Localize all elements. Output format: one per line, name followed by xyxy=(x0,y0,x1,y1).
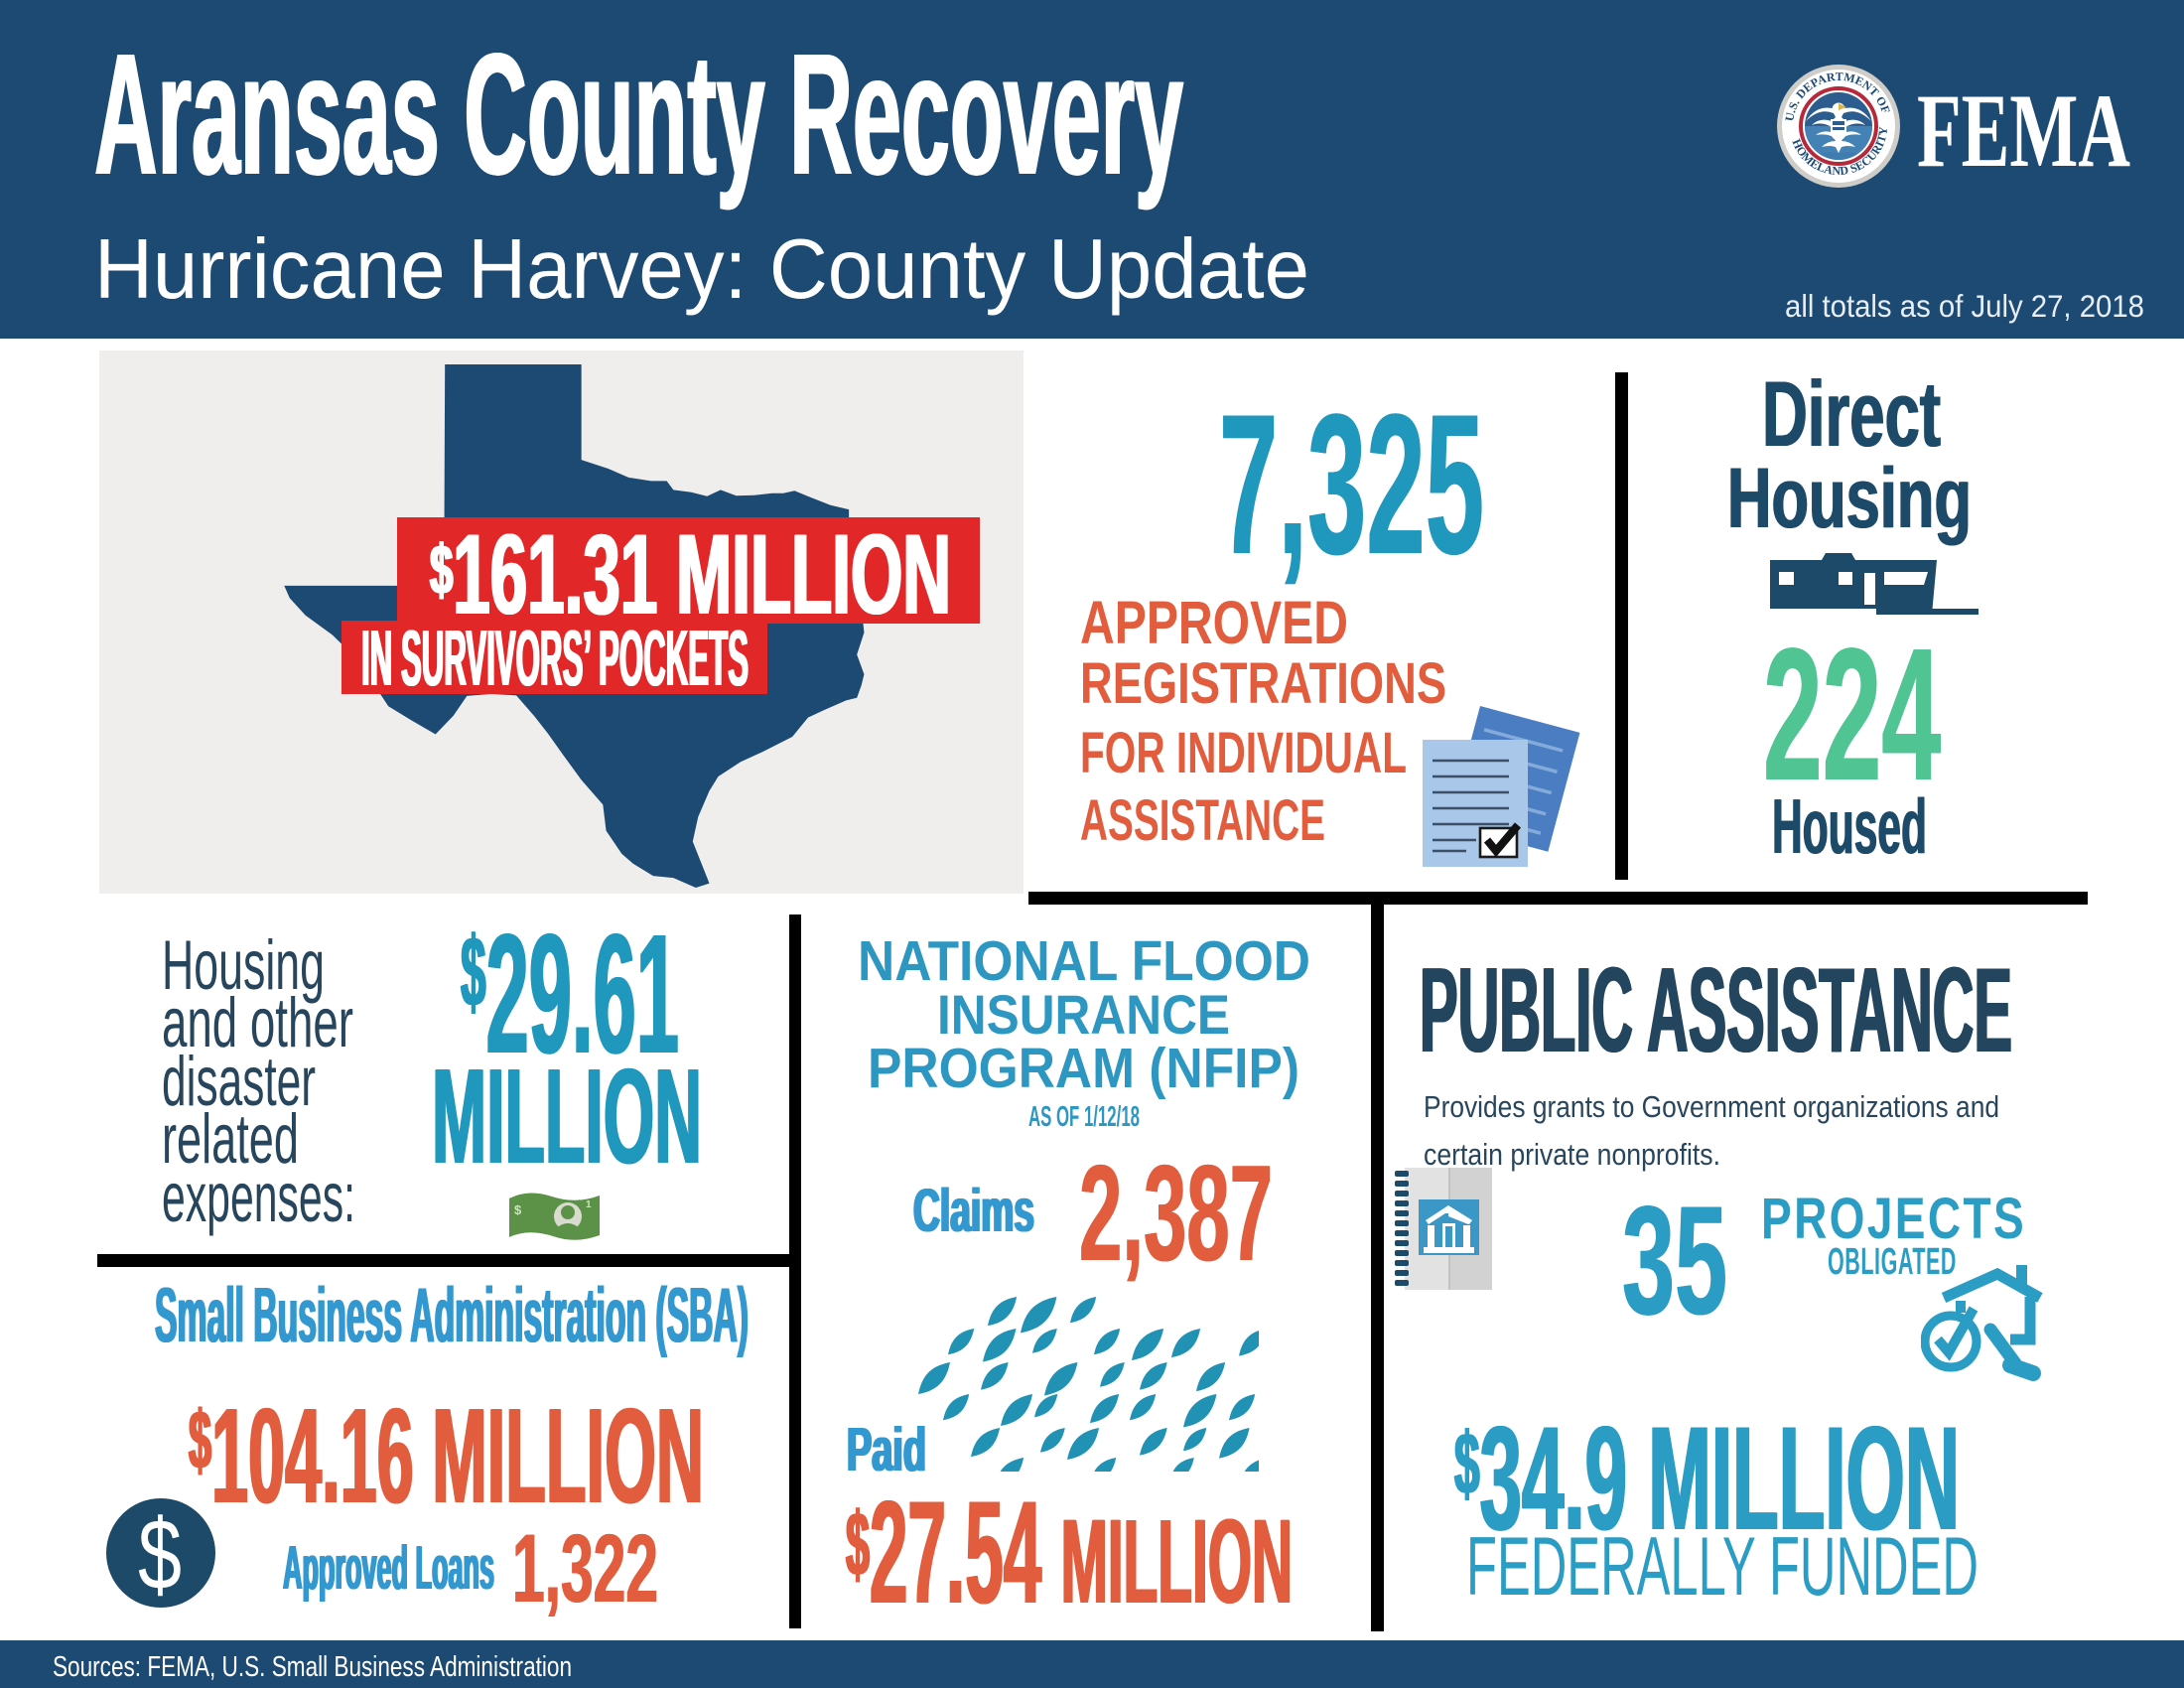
svg-text:$: $ xyxy=(514,1202,522,1217)
svg-text:1: 1 xyxy=(586,1199,592,1210)
